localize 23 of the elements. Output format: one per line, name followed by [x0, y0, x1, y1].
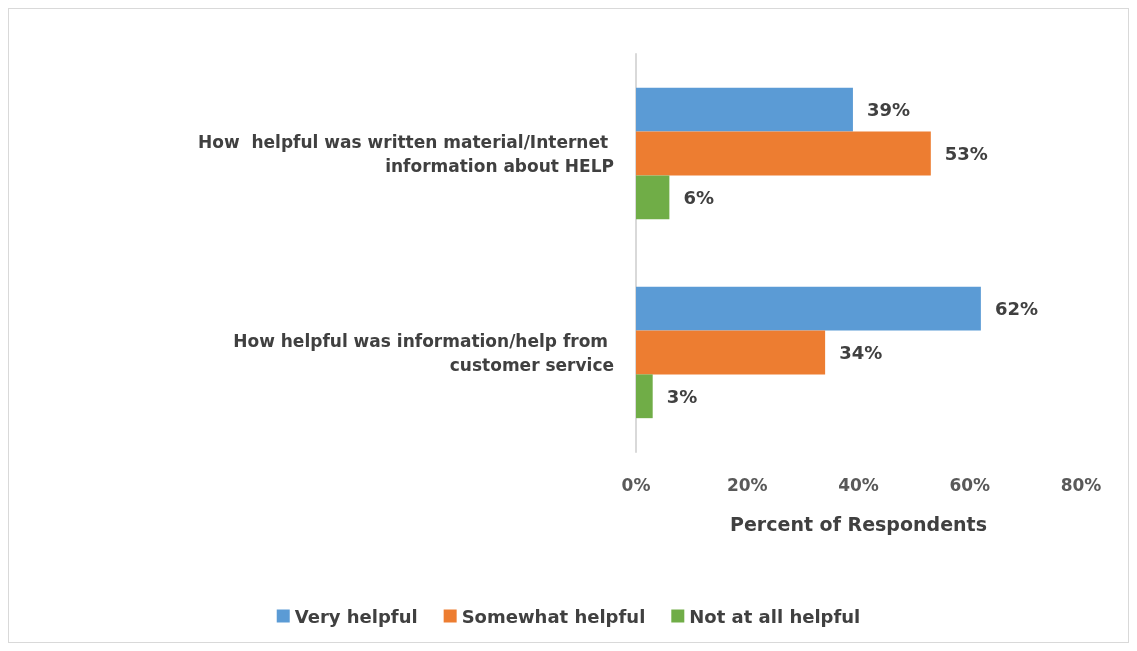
- y-tick-label: How helpful was information/help from customer service: [233, 330, 614, 375]
- x-tick-label: 0%: [621, 474, 651, 495]
- legend-label: Somewhat helpful: [461, 605, 646, 627]
- bar: [636, 286, 981, 331]
- data-label: 62%: [994, 298, 1038, 320]
- bar: [636, 175, 670, 220]
- bar: [636, 87, 853, 132]
- y-tick-label: How helpful was written material/Internet information about HELP: [198, 131, 614, 176]
- legend-label: Very helpful: [294, 605, 418, 627]
- legend-label: Not at all helpful: [689, 605, 861, 627]
- data-label: 6%: [683, 186, 714, 208]
- x-tick-label: 80%: [1060, 474, 1102, 495]
- data-label: 3%: [666, 385, 698, 407]
- x-tick-label: 20%: [726, 474, 768, 495]
- data-label: 34%: [839, 342, 883, 363]
- data-label: 53%: [944, 143, 988, 164]
- bar: [636, 330, 826, 375]
- data-label: 39%: [866, 99, 911, 121]
- x-tick-label: 40%: [838, 474, 879, 495]
- x-axis-title: Percent of Respondents: [730, 512, 987, 535]
- bar: [636, 131, 931, 176]
- x-tick-label: 60%: [949, 474, 991, 495]
- bar: [636, 374, 653, 419]
